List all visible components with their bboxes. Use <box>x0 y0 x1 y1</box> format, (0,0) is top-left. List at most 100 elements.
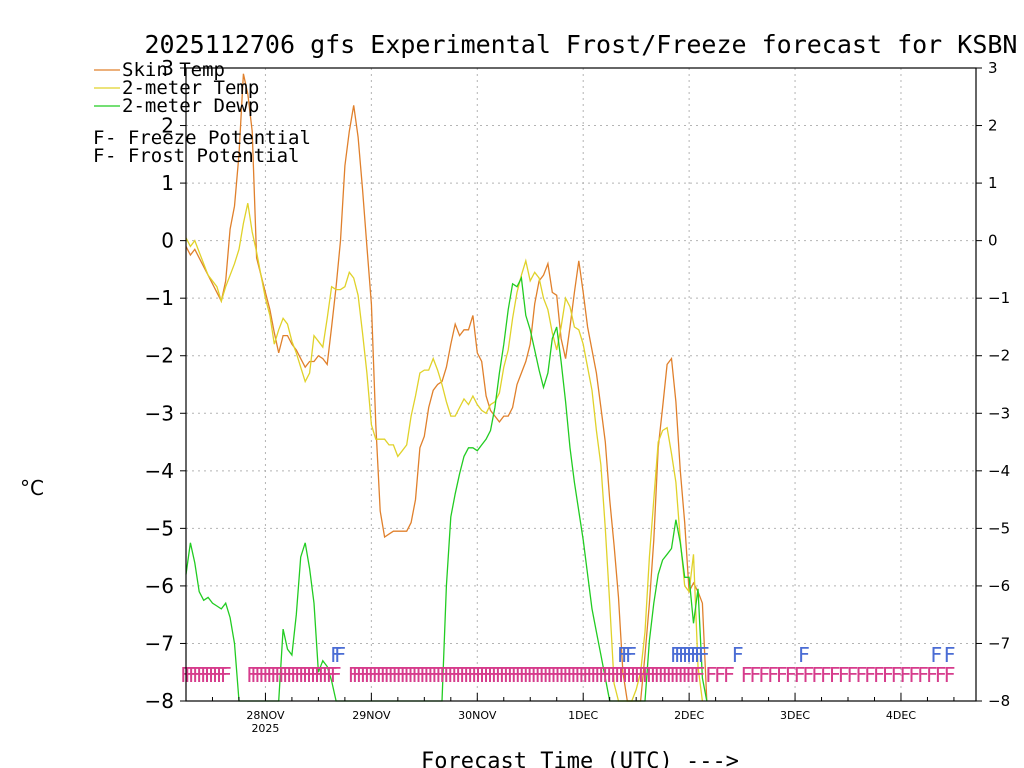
y-tick-label-right-6: −3 <box>988 404 1010 422</box>
x-tick-label-4: 2DEC <box>674 709 704 722</box>
y-tick-label-left-0: 3 <box>161 56 174 80</box>
freeze-flag-9: F <box>216 663 228 687</box>
frost-flag-10: F <box>690 643 702 667</box>
freeze-flag-16: F <box>266 663 278 687</box>
freeze-flag-37: F <box>364 663 376 687</box>
freeze-flag-64: F <box>471 663 483 687</box>
freeze-flag-104: F <box>630 663 642 687</box>
freeze-flag-57: F <box>443 663 455 687</box>
freeze-flag-40: F <box>375 663 387 687</box>
freeze-flag-54: F <box>431 663 443 687</box>
freeze-flag-106: F <box>638 663 650 687</box>
y-tick-label-left-3: 0 <box>161 229 174 253</box>
freeze-flag-62: F <box>463 663 475 687</box>
freeze-flag-53: F <box>427 663 439 687</box>
freeze-flag-133: F <box>820 663 832 687</box>
freeze-flag-51: F <box>419 663 431 687</box>
y-tick-label-left-8: −5 <box>145 516 174 540</box>
freeze-flag-44: F <box>391 663 403 687</box>
y-tick-label-left-6: −3 <box>145 401 174 425</box>
freeze-flag-118: F <box>685 663 697 687</box>
freeze-flag-25: F <box>302 663 314 687</box>
freeze-flag-140: F <box>882 663 894 687</box>
freeze-flag-103: F <box>626 663 638 687</box>
y-tick-label-left-9: −6 <box>145 574 174 598</box>
freeze-flag-85: F <box>554 663 566 687</box>
freeze-flag-59: F <box>451 663 463 687</box>
freeze-flag-114: F <box>669 663 681 687</box>
frost-flag-13: F <box>732 643 744 667</box>
freeze-flag-34: F <box>352 663 364 687</box>
freeze-flag-23: F <box>294 663 306 687</box>
freeze-flag-55: F <box>435 663 447 687</box>
freeze-flag-136: F <box>846 663 858 687</box>
freeze-flag-101: F <box>618 663 630 687</box>
freeze-flag-78: F <box>526 663 538 687</box>
freeze-flag-19: F <box>278 663 290 687</box>
freeze-flag-141: F <box>891 663 903 687</box>
freeze-flag-10: F <box>220 663 232 687</box>
freeze-flag-145: F <box>926 663 938 687</box>
x-tick-label-6: 4DEC <box>886 709 916 722</box>
freeze-flag-3: F <box>192 663 204 687</box>
freeze-flag-82: F <box>542 663 554 687</box>
freeze-flag-46: F <box>399 663 411 687</box>
freeze-flag-96: F <box>598 663 610 687</box>
freeze-flag-56: F <box>439 663 451 687</box>
flag-legend-text-1: - Frost Potential <box>105 145 299 167</box>
freeze-flag-105: F <box>634 663 646 687</box>
freeze-flag-129: F <box>785 663 797 687</box>
freeze-flag-111: F <box>658 663 670 687</box>
freeze-flag-117: F <box>681 663 693 687</box>
freeze-flag-135: F <box>838 663 850 687</box>
freeze-flag-107: F <box>642 663 654 687</box>
freeze-flag-63: F <box>467 663 479 687</box>
freeze-flag-17: F <box>270 663 282 687</box>
freeze-flag-47: F <box>403 663 415 687</box>
freeze-flag-127: F <box>767 663 779 687</box>
frost-flag-14: F <box>798 643 810 667</box>
frost-flag-3: F <box>621 643 633 667</box>
y-tick-label-left-1: 2 <box>161 114 174 138</box>
freeze-flag-70: F <box>495 663 507 687</box>
freeze-flag-14: F <box>258 663 270 687</box>
freeze-flag-2: F <box>188 663 200 687</box>
freeze-flag-109: F <box>650 663 662 687</box>
freeze-flag-128: F <box>776 663 788 687</box>
freeze-flag-32: F <box>330 663 342 687</box>
freeze-flag-121: F <box>705 663 717 687</box>
chart-title: 2025112706 gfs Experimental Frost/Freeze… <box>145 30 1018 59</box>
frost-flag-2: F <box>617 643 629 667</box>
y-tick-label-right-2: 1 <box>988 174 998 192</box>
x-tick-sublabel-0: 2025 <box>251 722 279 735</box>
freeze-flag-131: F <box>802 663 814 687</box>
freeze-flag-65: F <box>475 663 487 687</box>
freeze-flag-126: F <box>758 663 770 687</box>
freeze-flag-116: F <box>677 663 689 687</box>
freeze-flag-125: F <box>749 663 761 687</box>
freeze-flag-137: F <box>855 663 867 687</box>
freeze-flag-110: F <box>654 663 666 687</box>
freeze-flag-73: F <box>507 663 519 687</box>
freeze-flag-15: F <box>262 663 274 687</box>
x-tick-label-3: 1DEC <box>568 709 598 722</box>
y-tick-label-right-10: −7 <box>988 634 1010 652</box>
freeze-flag-22: F <box>290 663 302 687</box>
freeze-flag-42: F <box>383 663 395 687</box>
freeze-flag-132: F <box>811 663 823 687</box>
freeze-flag-11: F <box>246 663 258 687</box>
freeze-flag-87: F <box>562 663 574 687</box>
y-tick-label-left-5: −2 <box>145 344 174 368</box>
y-tick-label-right-4: −1 <box>988 289 1010 307</box>
freeze-flag-12: F <box>250 663 262 687</box>
freeze-flag-108: F <box>646 663 658 687</box>
freeze-flag-4: F <box>196 663 208 687</box>
freeze-flag-33: F <box>348 663 360 687</box>
freeze-flag-95: F <box>594 663 606 687</box>
freeze-flag-89: F <box>570 663 582 687</box>
freeze-flag-90: F <box>574 663 586 687</box>
freeze-flag-68: F <box>487 663 499 687</box>
freeze-flag-35: F <box>356 663 368 687</box>
y-tick-label-right-1: 2 <box>988 117 998 135</box>
